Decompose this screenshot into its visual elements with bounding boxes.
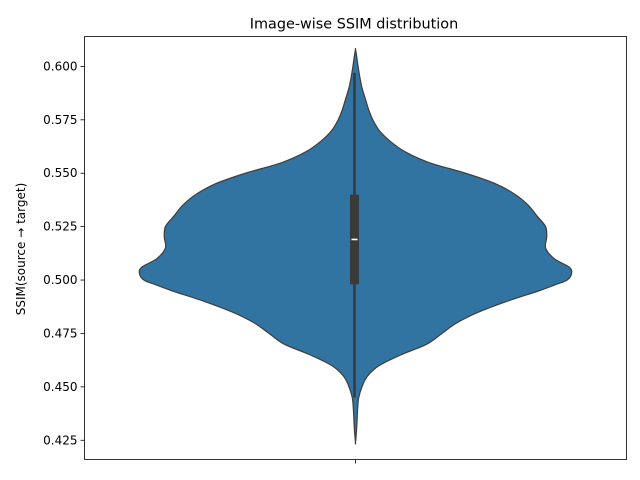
- y-tick-label: 0.550: [43, 166, 77, 180]
- y-tick-label: 0.500: [43, 273, 77, 287]
- chart-title: Image-wise SSIM distribution: [250, 17, 458, 33]
- y-tick-label: 0.425: [43, 433, 77, 447]
- y-tick-label: 0.525: [43, 220, 77, 234]
- y-tick-label: 0.600: [43, 59, 77, 73]
- y-tick-label: 0.450: [43, 380, 77, 394]
- y-tick-label: 0.475: [43, 326, 77, 340]
- y-tick-label: 0.575: [43, 113, 77, 127]
- y-axis-label: SSIM(source → target): [14, 183, 28, 316]
